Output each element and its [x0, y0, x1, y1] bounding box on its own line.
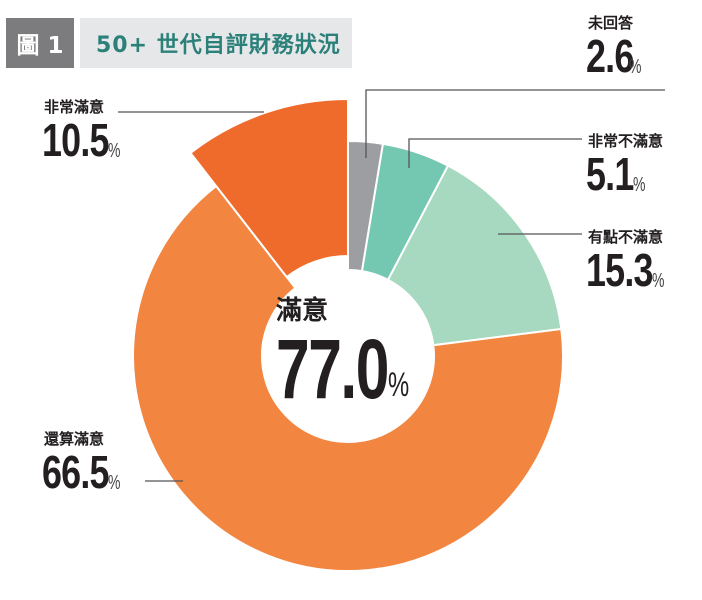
value-very-satisfied: 10.5	[42, 114, 109, 166]
center-annotation: 滿意 77.0 %	[276, 290, 418, 411]
label-very-unsatisfied: 非常不滿意 5.1 %	[586, 132, 664, 200]
chart-title: 50+ 世代自評財務狀況	[80, 18, 352, 68]
value-fairly-satisfied: 66.5	[42, 446, 109, 498]
value-no-answer: 2.6	[586, 30, 634, 82]
value-somewhat-unsatisfied: 15.3	[586, 244, 653, 296]
value-very-unsatisfied: 5.1	[586, 148, 634, 200]
donut-hole	[262, 270, 434, 442]
figure-tag: 圖 1	[6, 18, 74, 68]
center-label: 滿意	[276, 296, 329, 326]
label-no-answer: 未回答 2.6 %	[586, 14, 642, 82]
figure-header: 圖 1 50+ 世代自評財務狀況	[6, 18, 352, 68]
label-fairly-satisfied: 還算滿意 66.5 %	[42, 430, 120, 498]
label-somewhat-unsatisfied: 有點不滿意 15.3 %	[586, 228, 664, 296]
center-unit: %	[387, 366, 409, 404]
slice-very-satisfied	[189, 97, 349, 279]
center-value: 77.0	[276, 322, 389, 416]
leader-no-answer	[365, 89, 665, 158]
label-very-satisfied: 非常滿意 10.5 %	[42, 98, 120, 166]
leader-very-unsatisfied	[408, 138, 582, 168]
